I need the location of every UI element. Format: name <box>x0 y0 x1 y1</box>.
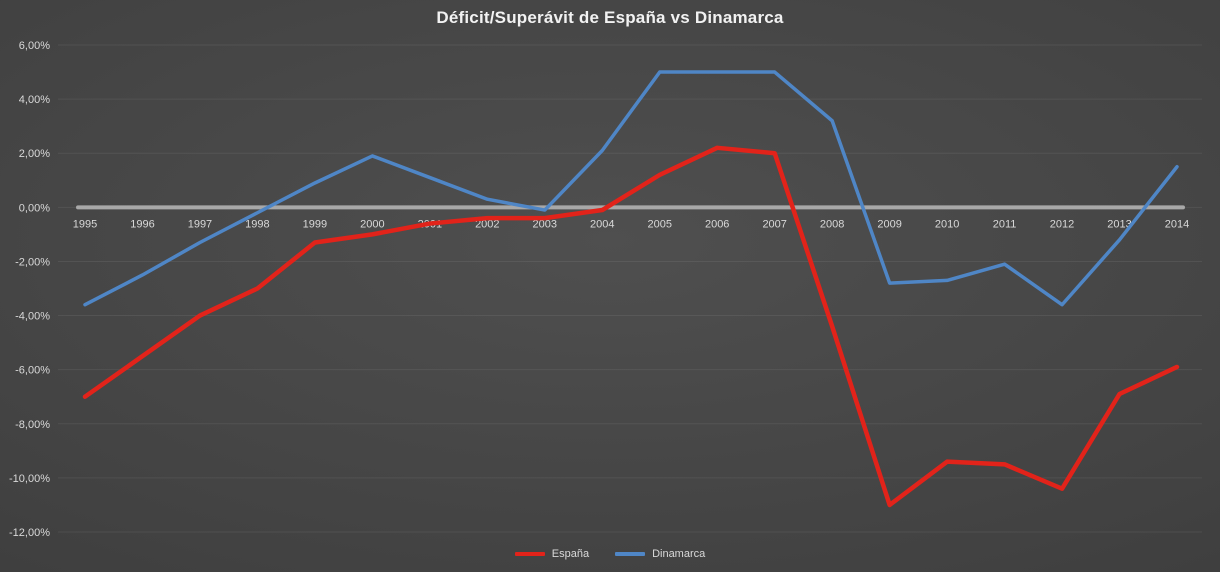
x-tick-label: 2002 <box>475 218 499 230</box>
y-tick-label: -8,00% <box>15 419 50 431</box>
x-tick-label: 2006 <box>705 218 729 230</box>
y-tick-label: 6,00% <box>19 40 50 52</box>
x-tick-label: 2012 <box>1050 218 1074 230</box>
x-tick-label: 1998 <box>245 218 269 230</box>
x-tick-label: 1995 <box>73 218 97 230</box>
x-tick-label: 1999 <box>303 218 327 230</box>
y-tick-label: 0,00% <box>19 202 50 214</box>
x-tick-label: 2005 <box>647 218 671 230</box>
x-tick-label: 2011 <box>993 218 1017 230</box>
x-tick-label: 2003 <box>533 218 557 230</box>
legend-label-espana: España <box>551 548 590 560</box>
legend: España Dinamarca <box>0 548 1220 560</box>
x-tick-label: 2008 <box>820 218 844 230</box>
x-tick-label: 1997 <box>188 218 212 230</box>
y-tick-label: -2,00% <box>15 256 50 268</box>
y-tick-label: 2,00% <box>19 148 50 160</box>
chart-title: Déficit/Superávit de España vs Dinamarca <box>436 8 784 27</box>
y-tick-label: -12,00% <box>9 527 50 539</box>
x-tick-label: 2009 <box>877 218 901 230</box>
x-tick-label: 2000 <box>360 218 384 230</box>
legend-label-dinamarca: Dinamarca <box>652 548 706 560</box>
dinamarca-line-swatch <box>615 552 646 556</box>
x-tick-label: 2014 <box>1165 218 1189 230</box>
y-tick-label: -4,00% <box>15 311 50 323</box>
legend-item-espana: España <box>514 548 590 560</box>
series-line-españa <box>82 145 1180 508</box>
y-tick-label: 4,00% <box>19 94 50 106</box>
y-tick-label: -6,00% <box>15 365 50 377</box>
x-tick-label: 2007 <box>762 218 786 230</box>
x-tick-label: 1996 <box>130 218 154 230</box>
x-tick-label: 2010 <box>935 218 959 230</box>
series-line-dinamarca <box>83 70 1179 307</box>
x-tick-label: 2004 <box>590 218 614 230</box>
y-tick-label: -10,00% <box>9 473 50 485</box>
legend-item-dinamarca: Dinamarca <box>615 548 705 560</box>
espana-line-swatch <box>514 552 545 556</box>
x-tick-label: 2013 <box>1107 218 1131 230</box>
